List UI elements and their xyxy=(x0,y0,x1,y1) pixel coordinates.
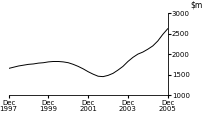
Text: $m: $m xyxy=(190,1,203,10)
